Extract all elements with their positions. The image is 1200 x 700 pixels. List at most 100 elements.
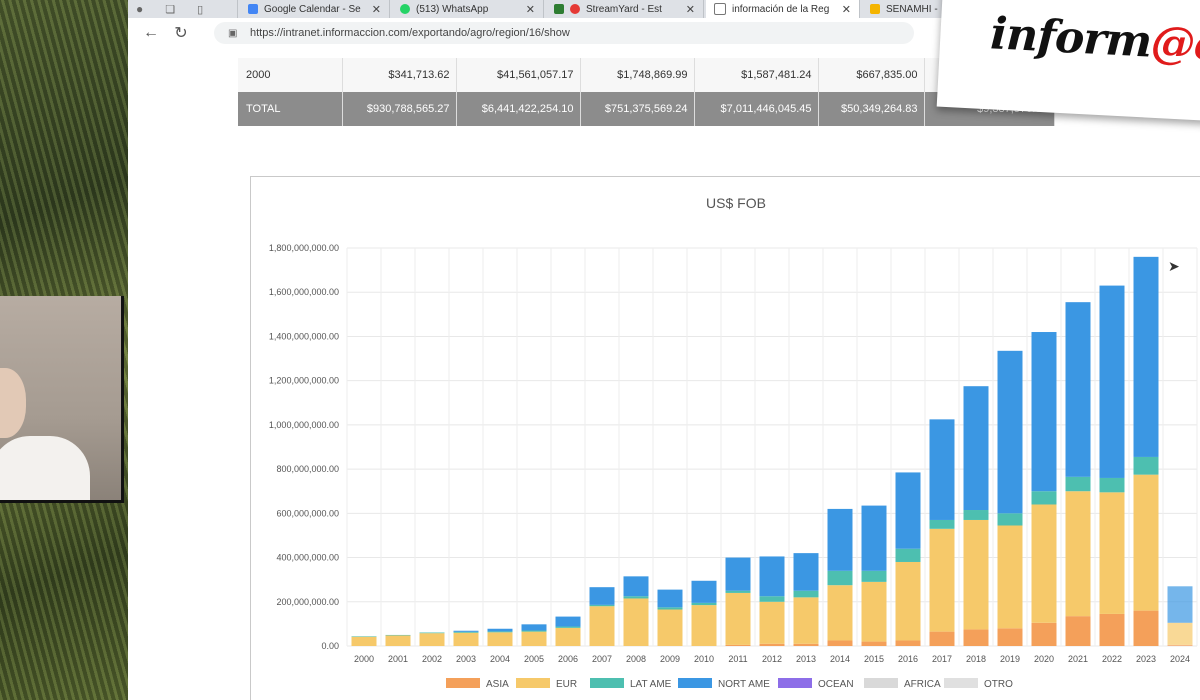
bar-segment[interactable] xyxy=(929,519,955,529)
legend-label[interactable]: AFRICA xyxy=(904,679,941,690)
bar-segment[interactable] xyxy=(827,640,853,646)
bar-segment[interactable] xyxy=(1133,610,1159,646)
bar-segment[interactable] xyxy=(1167,622,1193,645)
profile-icon[interactable]: ● xyxy=(136,2,144,16)
legend-swatch[interactable] xyxy=(778,678,812,688)
bar-segment[interactable] xyxy=(929,631,955,646)
legend-label[interactable]: LAT AME xyxy=(630,679,672,690)
bar-segment[interactable] xyxy=(861,641,887,646)
bar-segment[interactable] xyxy=(793,643,819,646)
tab-whatsapp[interactable]: (513) WhatsApp ✕ xyxy=(392,0,544,18)
bar-segment[interactable] xyxy=(1133,456,1159,475)
bar-segment[interactable] xyxy=(1031,332,1057,492)
bar-segment[interactable] xyxy=(827,570,853,586)
bar-segment[interactable] xyxy=(1133,474,1159,611)
bar-segment[interactable] xyxy=(453,630,479,632)
tab-actions-icon[interactable]: ▯ xyxy=(197,3,204,16)
legend-swatch[interactable] xyxy=(446,678,480,688)
bar-segment[interactable] xyxy=(963,519,989,630)
bar-segment[interactable] xyxy=(419,632,445,634)
bar-segment[interactable] xyxy=(997,525,1023,629)
tab-informacion-region[interactable]: información de la Reg ✕ xyxy=(706,0,860,18)
bar-segment[interactable] xyxy=(793,553,819,591)
bar-segment[interactable] xyxy=(623,576,649,597)
bar-segment[interactable] xyxy=(895,472,921,549)
back-arrow-icon[interactable]: ← xyxy=(143,24,159,41)
bar-segment[interactable] xyxy=(1167,644,1193,646)
bar-segment[interactable] xyxy=(1031,491,1057,505)
collections-icon[interactable]: ❏ xyxy=(165,3,176,16)
bar-segment[interactable] xyxy=(1031,622,1057,646)
bar-segment[interactable] xyxy=(1099,492,1125,614)
bar-segment[interactable] xyxy=(725,592,751,645)
legend-swatch[interactable] xyxy=(864,678,898,688)
bar-segment[interactable] xyxy=(929,528,955,632)
bar-segment[interactable] xyxy=(623,598,649,646)
legend-label[interactable]: NORT AME xyxy=(718,679,770,690)
bar-segment[interactable] xyxy=(1065,302,1091,477)
tab-streamyard[interactable]: StreamYard - Est ✕ xyxy=(546,0,704,18)
bar-segment[interactable] xyxy=(929,419,955,520)
bar-segment[interactable] xyxy=(1167,586,1193,623)
bar-segment[interactable] xyxy=(861,581,887,642)
bar-segment[interactable] xyxy=(1065,491,1091,617)
legend-label[interactable]: OTRO xyxy=(984,679,1013,690)
bar-segment[interactable] xyxy=(691,580,717,603)
legend-label[interactable]: ASIA xyxy=(486,679,509,690)
close-icon[interactable]: ✕ xyxy=(525,3,535,16)
bar-segment[interactable] xyxy=(997,350,1023,514)
reload-icon[interactable]: ↻ xyxy=(174,25,188,42)
bar-segment[interactable] xyxy=(725,590,751,593)
bar-segment[interactable] xyxy=(657,589,683,608)
close-icon[interactable]: ✕ xyxy=(371,3,381,16)
bar-segment[interactable] xyxy=(1099,285,1125,478)
bar-segment[interactable] xyxy=(759,643,785,646)
close-icon[interactable]: ✕ xyxy=(685,3,695,16)
bar-segment[interactable] xyxy=(589,587,615,605)
bar-segment[interactable] xyxy=(385,634,411,636)
bar-segment[interactable] xyxy=(453,632,479,646)
bar-segment[interactable] xyxy=(555,626,581,628)
bar-segment[interactable] xyxy=(861,570,887,582)
bar-segment[interactable] xyxy=(895,640,921,646)
bar-segment[interactable] xyxy=(1065,616,1091,646)
bar-segment[interactable] xyxy=(1133,256,1159,457)
bar-segment[interactable] xyxy=(759,596,785,602)
legend-label[interactable]: EUR xyxy=(556,679,577,690)
legend-label[interactable]: OCEAN xyxy=(818,679,854,690)
bar-segment[interactable] xyxy=(963,510,989,520)
bar-segment[interactable] xyxy=(623,596,649,599)
bar-segment[interactable] xyxy=(691,605,717,646)
tab-profile[interactable]: ● ❏ ▯ xyxy=(128,0,238,18)
legend-swatch[interactable] xyxy=(590,678,624,688)
bar-segment[interactable] xyxy=(895,561,921,641)
address-bar[interactable]: ▣ https://intranet.informaccion.com/expo… xyxy=(214,22,914,44)
bar-segment[interactable] xyxy=(351,636,377,637)
legend-swatch[interactable] xyxy=(516,678,550,688)
bar-segment[interactable] xyxy=(657,609,683,646)
bar-segment[interactable] xyxy=(419,633,445,646)
bar-segment[interactable] xyxy=(963,386,989,511)
bar-segment[interactable] xyxy=(997,628,1023,646)
bar-segment[interactable] xyxy=(453,631,479,633)
bar-segment[interactable] xyxy=(589,606,615,646)
bar-segment[interactable] xyxy=(1099,477,1125,493)
bar-segment[interactable] xyxy=(1065,476,1091,492)
bar-segment[interactable] xyxy=(657,607,683,610)
bar-segment[interactable] xyxy=(487,631,513,633)
bar-segment[interactable] xyxy=(589,604,615,607)
bar-segment[interactable] xyxy=(725,557,751,591)
bar-segment[interactable] xyxy=(1031,504,1057,623)
bar-segment[interactable] xyxy=(385,635,411,646)
bar-segment[interactable] xyxy=(555,616,581,627)
bar-segment[interactable] xyxy=(895,548,921,562)
bar-segment[interactable] xyxy=(793,597,819,644)
bar-segment[interactable] xyxy=(521,631,547,646)
legend-swatch[interactable] xyxy=(678,678,712,688)
bar-segment[interactable] xyxy=(827,585,853,641)
bar-segment[interactable] xyxy=(759,556,785,597)
bar-segment[interactable] xyxy=(997,513,1023,526)
bar-segment[interactable] xyxy=(759,601,785,644)
bar-segment[interactable] xyxy=(555,627,581,646)
bar-segment[interactable] xyxy=(725,644,751,646)
